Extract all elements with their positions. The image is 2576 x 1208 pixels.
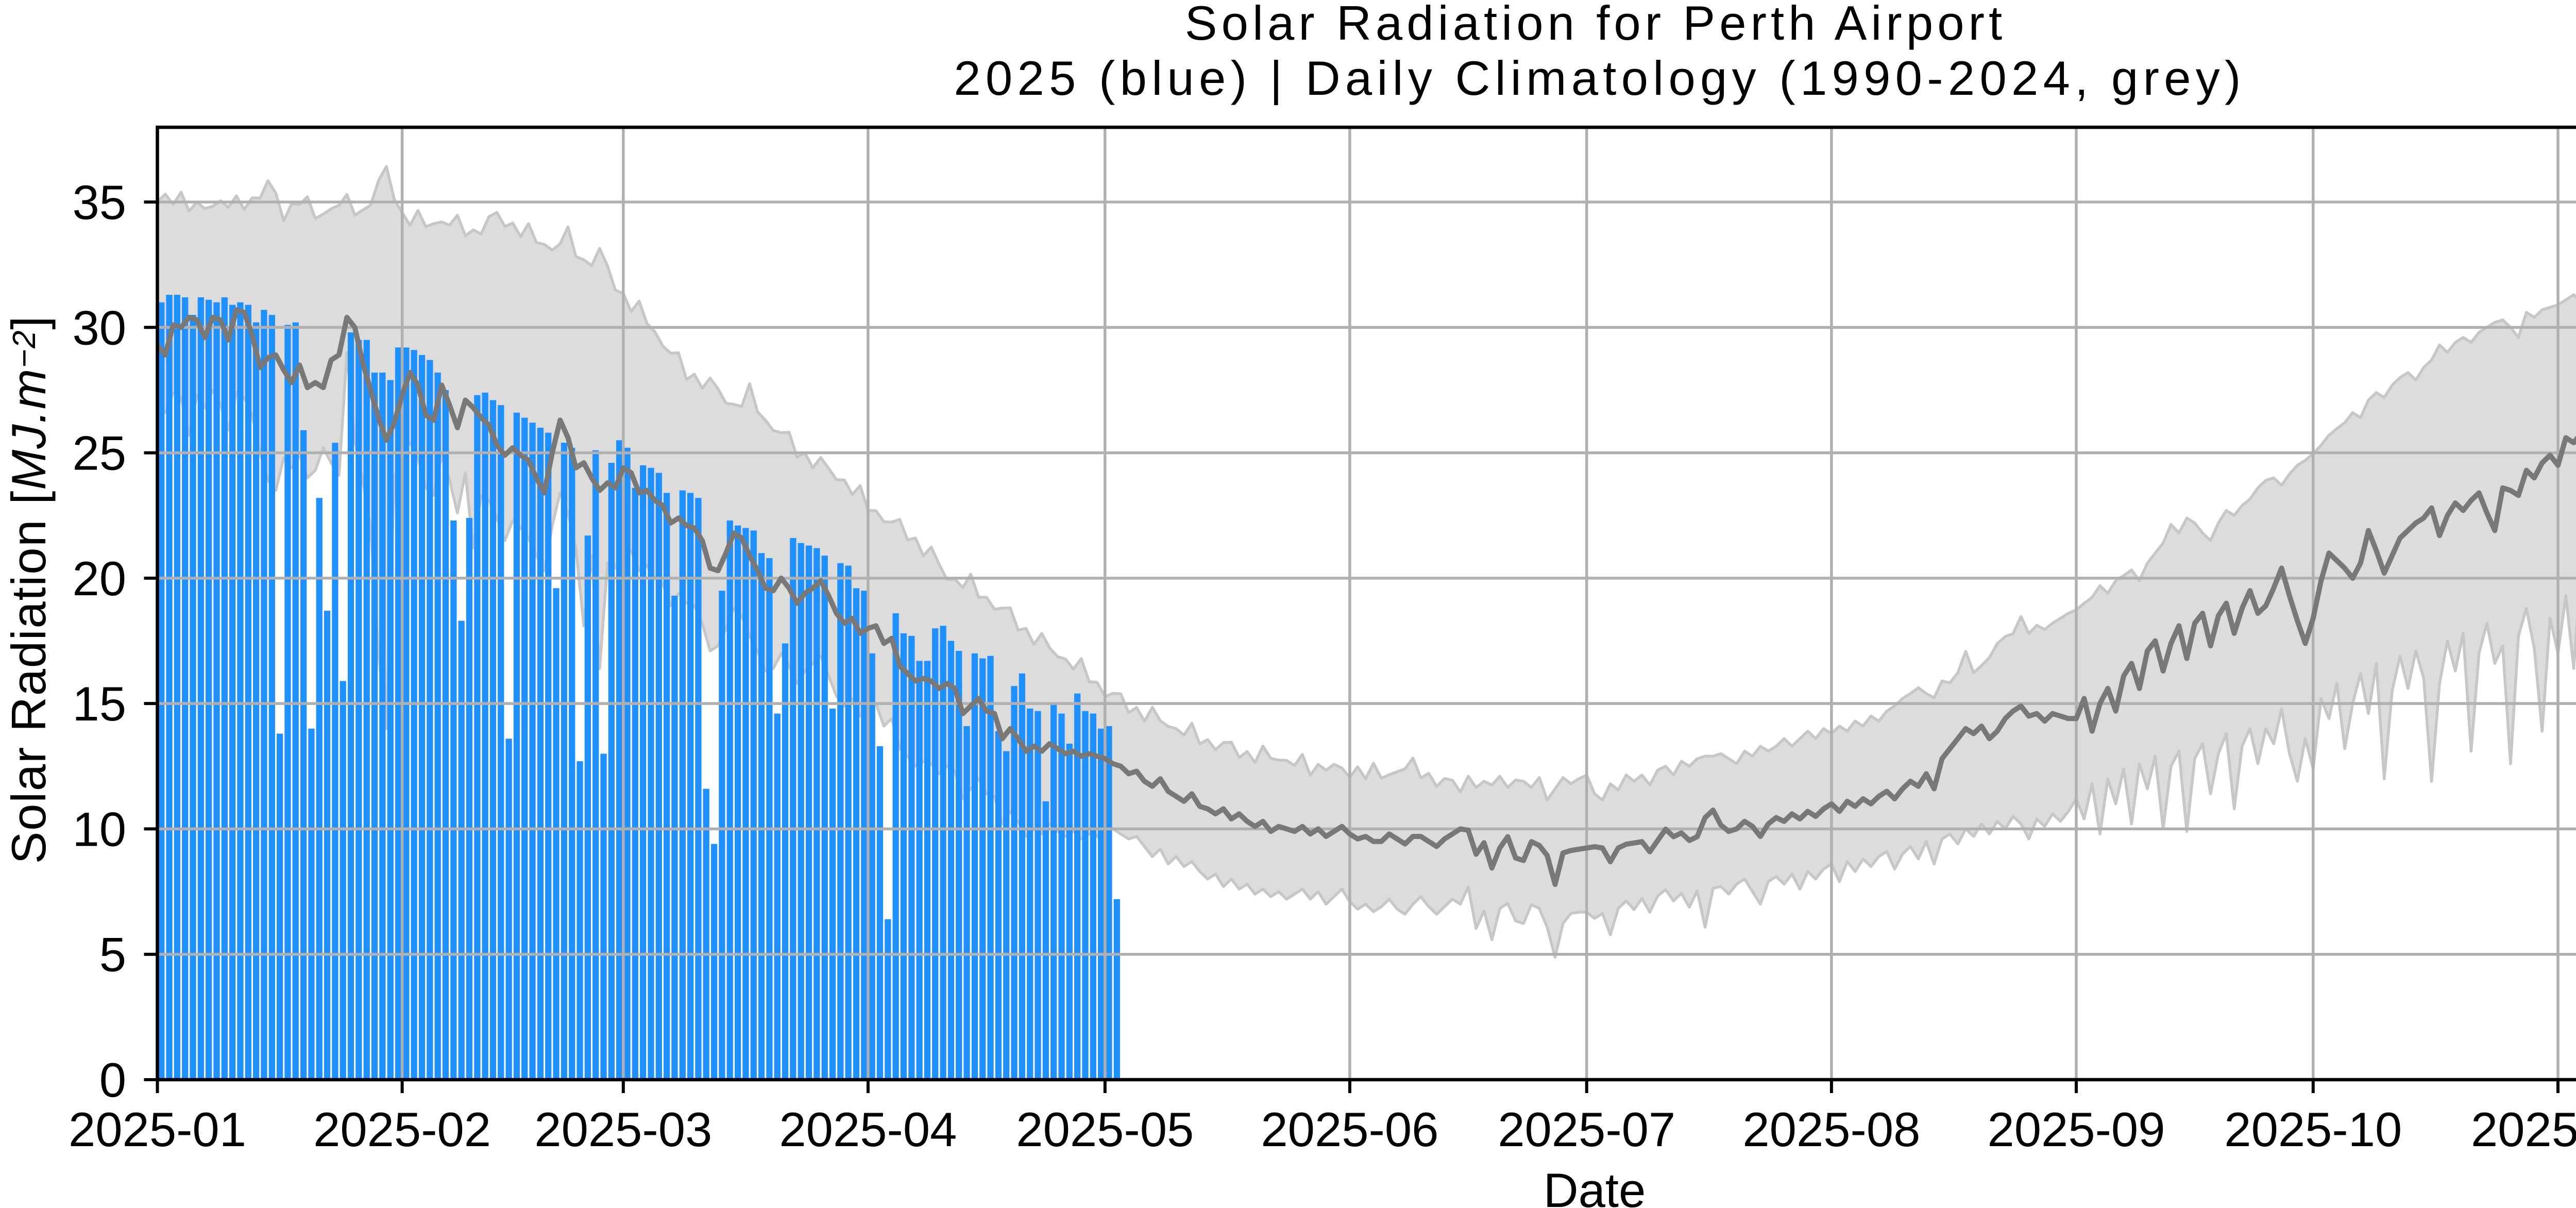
svg-text:Solar Radiation [MJ.m−2]: Solar Radiation [MJ.m−2] [2, 315, 56, 864]
svg-text:0: 0 [99, 1053, 126, 1107]
svg-text:2025-07: 2025-07 [1498, 1102, 1675, 1156]
svg-text:15: 15 [72, 677, 126, 731]
svg-text:Date: Date [1544, 1163, 1646, 1208]
svg-text:2025 (blue) | Daily Climatolog: 2025 (blue) | Daily Climatology (1990-20… [954, 51, 2245, 105]
svg-text:2025-02: 2025-02 [313, 1102, 491, 1156]
svg-text:2025-09: 2025-09 [1988, 1102, 2165, 1156]
svg-text:2025-08: 2025-08 [1742, 1102, 1920, 1156]
svg-text:2025-03: 2025-03 [534, 1102, 712, 1156]
svg-text:5: 5 [99, 928, 126, 982]
svg-text:2025-05: 2025-05 [1016, 1102, 1194, 1156]
svg-text:Solar Radiation for Perth Airp: Solar Radiation for Perth Airport [1185, 0, 2006, 50]
svg-text:2025-01: 2025-01 [69, 1102, 246, 1156]
svg-text:2025-10: 2025-10 [2224, 1102, 2402, 1156]
svg-text:25: 25 [72, 426, 126, 480]
svg-text:10: 10 [72, 802, 126, 856]
svg-text:2025-06: 2025-06 [1261, 1102, 1438, 1156]
svg-text:2025-04: 2025-04 [779, 1102, 957, 1156]
svg-text:35: 35 [72, 175, 126, 229]
svg-text:20: 20 [72, 551, 126, 606]
svg-text:30: 30 [72, 300, 126, 355]
svg-text:2025-11: 2025-11 [2471, 1102, 2576, 1156]
